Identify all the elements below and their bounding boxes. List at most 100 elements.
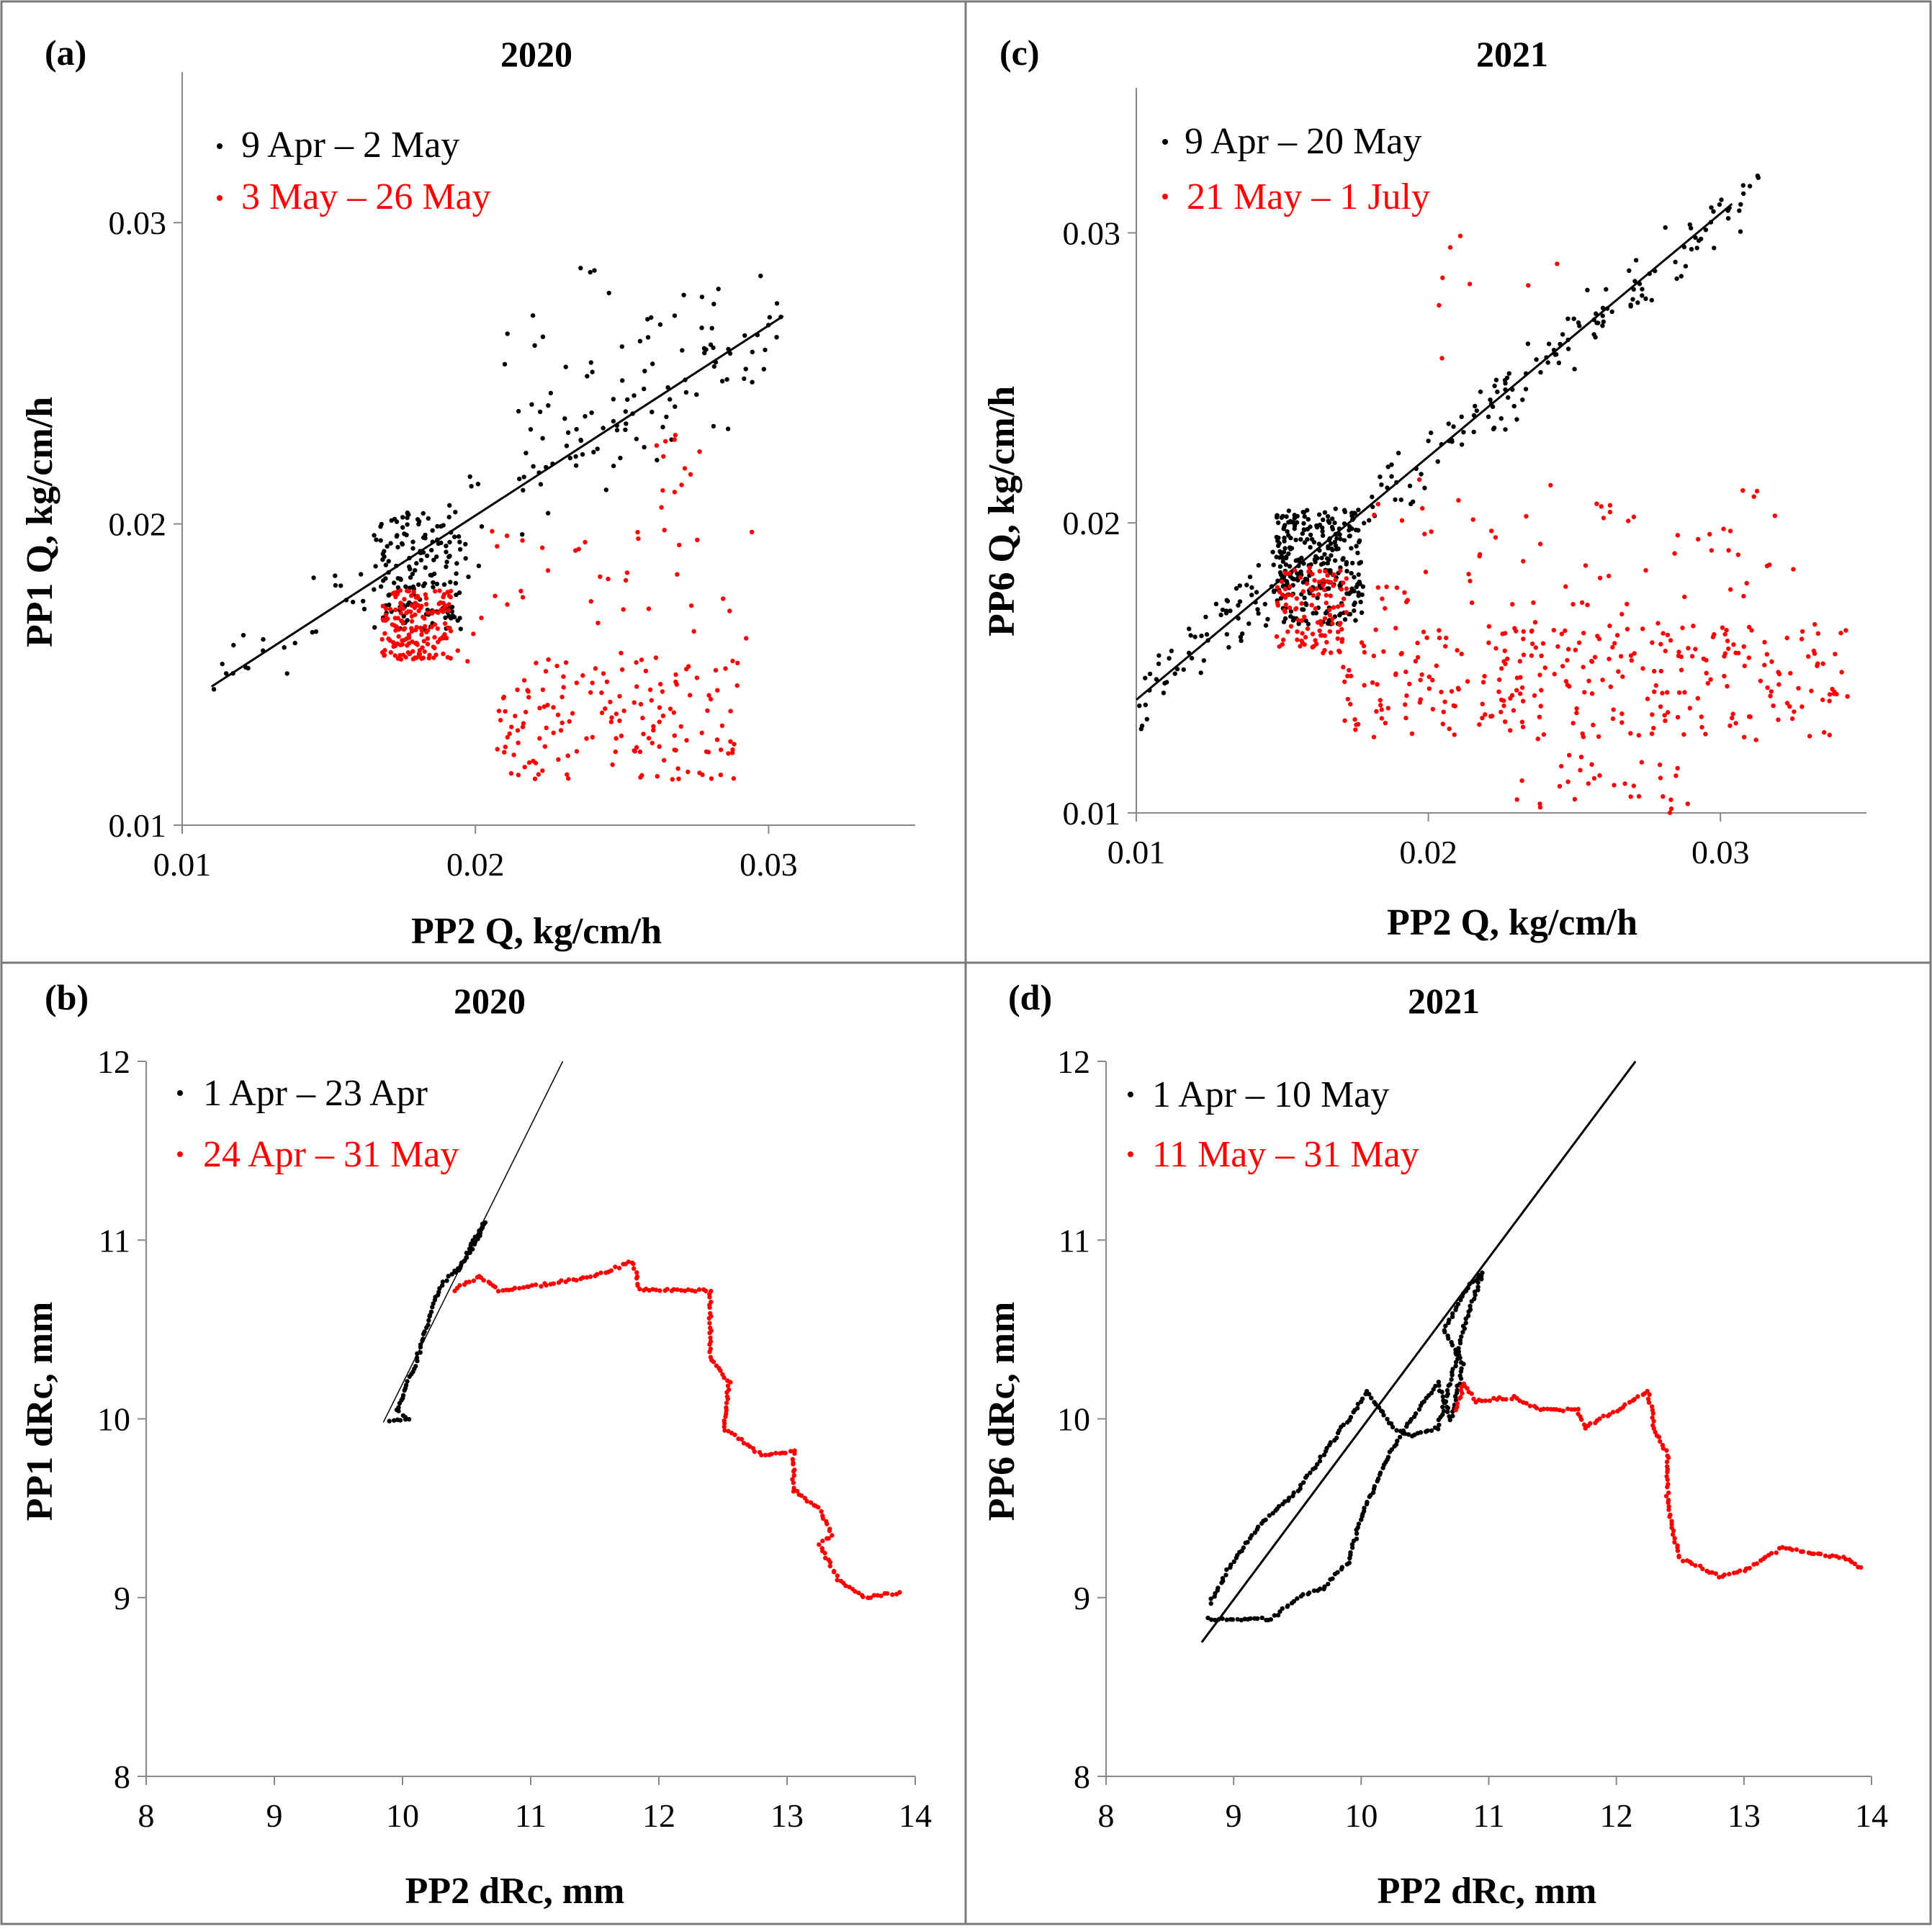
data-point [1579, 1417, 1584, 1422]
data-point [1480, 701, 1485, 706]
data-point [1510, 387, 1515, 392]
data-point [708, 696, 714, 702]
data-point [1687, 222, 1692, 228]
data-point [1321, 583, 1326, 588]
data-point [430, 528, 435, 533]
data-point [674, 682, 679, 687]
data-point [424, 553, 430, 558]
data-point [1769, 659, 1774, 664]
data-point [475, 1236, 480, 1241]
data-point [593, 666, 598, 671]
data-point [522, 765, 527, 770]
data-point [310, 629, 315, 635]
data-point [1809, 688, 1814, 693]
data-point [1371, 734, 1377, 739]
data-point [408, 609, 413, 614]
data-point [1304, 581, 1310, 586]
data-point [723, 666, 728, 671]
data-point [1369, 1395, 1374, 1400]
data-point [1385, 1454, 1391, 1460]
data-point [1471, 1396, 1476, 1402]
data-point [1510, 602, 1515, 607]
data-point [1574, 710, 1579, 716]
data-point [433, 589, 438, 594]
data-point [453, 510, 458, 515]
data-point [1551, 348, 1557, 353]
data-point [1700, 1566, 1705, 1572]
data-point [1330, 616, 1335, 621]
data-point [397, 1418, 403, 1423]
data-point [1365, 1499, 1370, 1505]
data-point [1661, 794, 1666, 799]
x-tick-label: 0.02 [1399, 834, 1457, 871]
data-point [631, 1262, 636, 1267]
data-point [1660, 691, 1665, 696]
data-point [1143, 702, 1149, 708]
x-tick-label: 14 [1855, 1797, 1888, 1834]
data-point [1663, 1493, 1669, 1498]
data-point [1453, 1359, 1459, 1364]
data-point [655, 457, 660, 463]
y-tick-label: 11 [99, 1222, 130, 1259]
data-point [405, 1379, 410, 1384]
data-point [665, 1287, 670, 1292]
data-point [1309, 603, 1314, 608]
data-point [446, 613, 451, 619]
data-point [1591, 722, 1596, 727]
data-point [1338, 536, 1343, 541]
data-point [1192, 634, 1198, 639]
data-point [1439, 689, 1444, 695]
data-point [437, 1286, 442, 1291]
data-point [1235, 1617, 1240, 1622]
data-point [1408, 1417, 1414, 1422]
data-point [446, 554, 451, 559]
data-point [1643, 296, 1648, 301]
data-point [722, 1424, 727, 1429]
data-point [637, 749, 643, 755]
data-point [1576, 320, 1581, 325]
data-point [542, 704, 547, 709]
data-point [1628, 653, 1634, 658]
data-point [584, 1274, 590, 1280]
data-point [1822, 729, 1827, 735]
data-point [853, 1589, 858, 1594]
data-point [671, 710, 676, 715]
data-point [533, 1282, 539, 1287]
data-point [705, 708, 710, 714]
data-point [1581, 1422, 1587, 1427]
data-point [1362, 649, 1367, 655]
data-point [672, 733, 677, 738]
data-point [1308, 586, 1313, 591]
data-point [1293, 537, 1298, 542]
data-point [1594, 501, 1599, 506]
data-point [448, 580, 453, 585]
data-point [1665, 1485, 1670, 1490]
data-point [1326, 1581, 1331, 1587]
data-point [1776, 717, 1781, 722]
data-point [1277, 644, 1282, 649]
data-point [688, 693, 693, 698]
y-tick-label: 0.02 [109, 506, 167, 543]
data-point [524, 451, 529, 456]
data-point [1480, 716, 1485, 721]
data-point [521, 721, 526, 726]
data-point [1671, 1528, 1676, 1534]
data-point [681, 292, 686, 297]
data-point [642, 369, 647, 374]
legend: 1 Apr – 10 May 11 May – 31 May [1128, 1074, 1419, 1175]
data-point [1349, 1542, 1355, 1547]
data-point [657, 719, 662, 724]
data-point [1434, 663, 1439, 668]
data-point [1746, 624, 1752, 630]
data-point [1769, 689, 1774, 694]
data-point [1299, 638, 1304, 644]
data-point [1418, 678, 1423, 683]
data-point [1496, 689, 1501, 694]
data-point [1331, 572, 1336, 577]
data-point [1620, 674, 1625, 679]
data-point [1679, 654, 1684, 660]
data-point [1650, 640, 1655, 645]
data-point [1231, 1559, 1237, 1564]
data-point [642, 386, 647, 392]
